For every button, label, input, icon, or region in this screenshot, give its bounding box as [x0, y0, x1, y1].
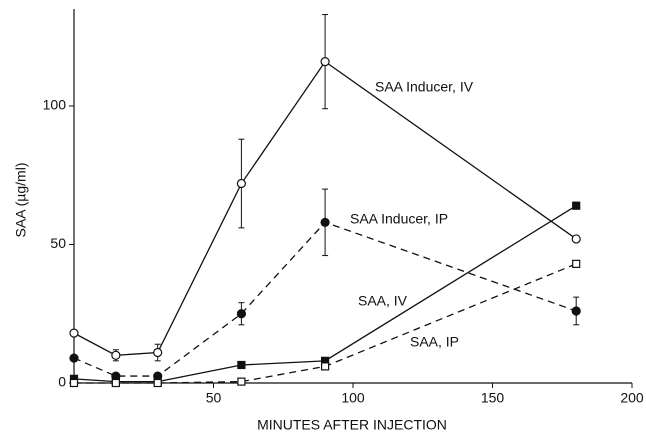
marker [572, 201, 581, 210]
series-label: SAA, IV [358, 293, 408, 309]
marker [572, 259, 581, 268]
marker [237, 360, 246, 370]
marker [111, 378, 120, 388]
marker [69, 353, 79, 363]
x-axis-label: MINUTES AFTER INJECTION [257, 417, 447, 433]
x-tick-label: 50 [206, 390, 222, 406]
marker [571, 306, 581, 316]
marker [571, 234, 581, 244]
series-label: SAA, IP [410, 334, 459, 350]
y-axis-label: SAA (µg/ml) [13, 163, 29, 238]
x-tick-label: 150 [481, 390, 505, 406]
marker [153, 347, 163, 358]
marker [111, 350, 121, 360]
series-line [73, 221, 577, 377]
marker [320, 217, 330, 227]
series-line [73, 205, 577, 383]
series-label: SAA Inducer, IP [350, 211, 448, 227]
marker [320, 57, 330, 67]
marker [236, 178, 246, 189]
series-line [73, 60, 577, 356]
marker [69, 328, 79, 338]
marker [236, 309, 246, 319]
marker [69, 378, 79, 388]
marker [153, 378, 162, 388]
y-tick-label: 100 [43, 97, 67, 113]
series-line [74, 263, 577, 384]
marker [321, 362, 330, 371]
x-tick-label: 100 [341, 390, 365, 406]
y-tick-label: 50 [50, 235, 66, 251]
x-tick-label: 200 [620, 390, 644, 406]
y-tick-label: 0 [58, 374, 66, 390]
series-label: SAA Inducer, IV [375, 79, 474, 95]
marker [237, 377, 246, 386]
